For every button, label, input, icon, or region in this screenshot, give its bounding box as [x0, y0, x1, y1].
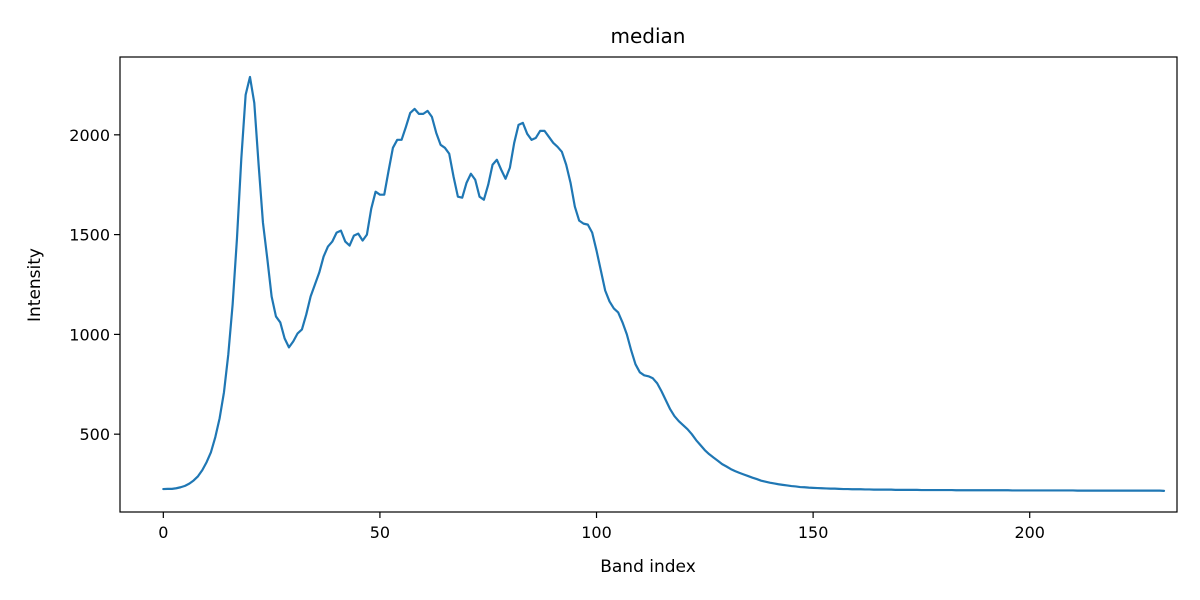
x-tick-label: 50: [370, 523, 390, 542]
x-axis-label: Band index: [600, 557, 696, 577]
x-tick-label: 200: [1014, 523, 1045, 542]
y-axis: 500 1000 1500 2000: [69, 126, 120, 444]
y-tick-label: 1000: [69, 325, 110, 344]
chart-title: median: [611, 24, 686, 48]
series-line-median: [162, 75, 1166, 492]
y-axis-label: Intensity: [25, 248, 45, 322]
y-tick-label: 500: [79, 425, 110, 444]
plot-frame: [119, 56, 1178, 513]
plot-area: [119, 56, 1178, 513]
x-tick-label: 100: [581, 523, 612, 542]
x-axis: 0 50 100 150 200: [158, 512, 1045, 542]
y-tick-label: 1500: [69, 226, 110, 245]
x-tick-label: 0: [158, 523, 168, 542]
x-tick-label: 150: [798, 523, 829, 542]
y-tick-label: 2000: [69, 126, 110, 145]
